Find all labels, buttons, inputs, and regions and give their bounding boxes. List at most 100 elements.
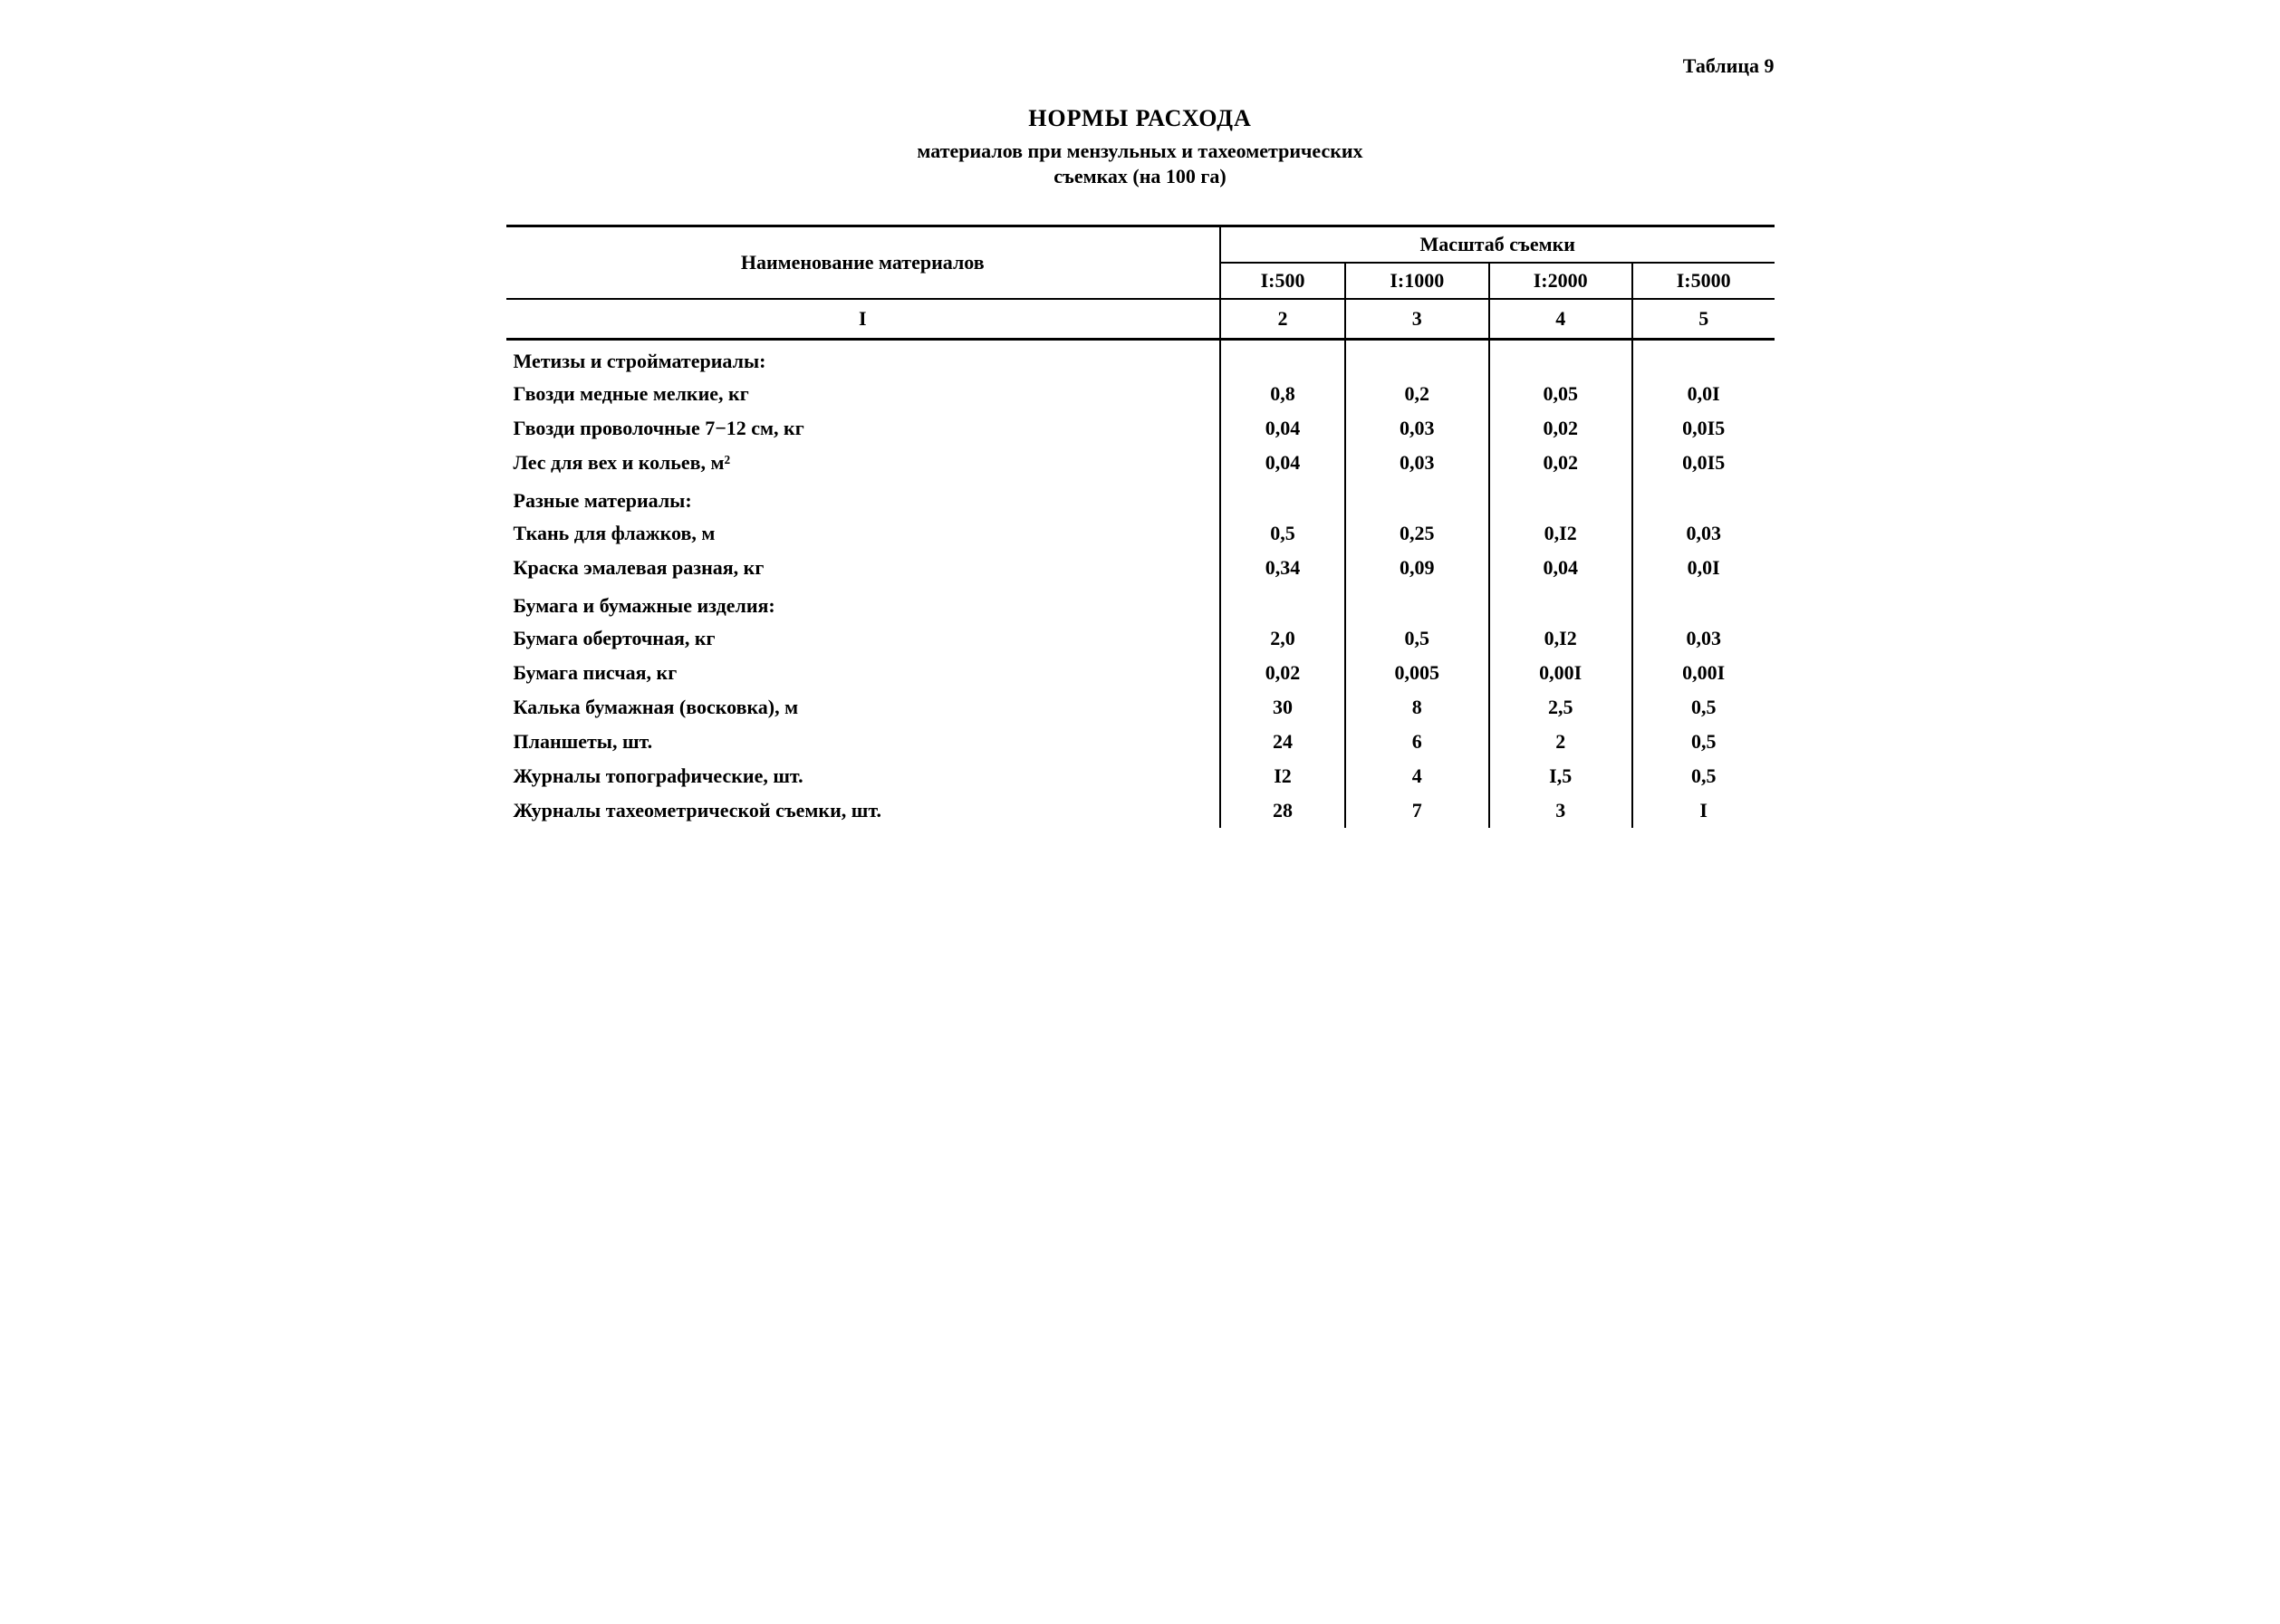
value-cell: 24 [1220, 725, 1345, 759]
header-scale-1: I:1000 [1345, 263, 1488, 299]
value-cell: 0,5 [1220, 516, 1345, 551]
value-cell: 0,0I5 [1632, 446, 1775, 480]
header-scale-group: Масштаб съемки [1220, 226, 1775, 264]
colnum-3: 4 [1489, 299, 1632, 340]
empty-cell [1220, 480, 1345, 516]
material-name: Бумага оберточная, кг [506, 621, 1220, 656]
value-cell: I2 [1220, 759, 1345, 793]
table-row: Калька бумажная (восковка), м3082,50,5 [506, 690, 1775, 725]
empty-cell [1489, 340, 1632, 378]
value-cell: I,5 [1489, 759, 1632, 793]
colnum-0: I [506, 299, 1220, 340]
value-cell: 0,0I [1632, 551, 1775, 585]
value-cell: 0,05 [1489, 377, 1632, 411]
colnum-2: 3 [1345, 299, 1488, 340]
value-cell: 0,02 [1220, 656, 1345, 690]
value-cell: 3 [1489, 793, 1632, 828]
value-cell: 0,5 [1345, 621, 1488, 656]
table-row: Гвозди проволочные 7−12 см, кг0,040,030,… [506, 411, 1775, 446]
value-cell: I [1632, 793, 1775, 828]
material-name: Гвозди медные мелкие, кг [506, 377, 1220, 411]
value-cell: 0,5 [1632, 690, 1775, 725]
table-body: I 2 3 4 5 Метизы и стройматериалы:Гвозди… [506, 299, 1775, 828]
material-name: Гвозди проволочные 7−12 см, кг [506, 411, 1220, 446]
value-cell: 0,00I [1632, 656, 1775, 690]
title-main: НОРМЫ РАСХОДА [506, 105, 1775, 132]
value-cell: 0,5 [1632, 759, 1775, 793]
table-row: Планшеты, шт.24620,5 [506, 725, 1775, 759]
value-cell: 2,0 [1220, 621, 1345, 656]
value-cell: 2 [1489, 725, 1632, 759]
colnum-4: 5 [1632, 299, 1775, 340]
material-name: Планшеты, шт. [506, 725, 1220, 759]
group-title: Метизы и стройматериалы: [506, 340, 1220, 378]
value-cell: 0,0I [1632, 377, 1775, 411]
value-cell: 0,03 [1632, 516, 1775, 551]
empty-cell [1220, 340, 1345, 378]
material-name: Лес для вех и кольев, м² [506, 446, 1220, 480]
table-row: Бумага оберточная, кг2,00,50,I20,03 [506, 621, 1775, 656]
empty-cell [1632, 340, 1775, 378]
material-name: Журналы тахеометрической съемки, шт. [506, 793, 1220, 828]
value-cell: 0,34 [1220, 551, 1345, 585]
material-name: Бумага писчая, кг [506, 656, 1220, 690]
value-cell: 7 [1345, 793, 1488, 828]
empty-cell [1345, 340, 1488, 378]
value-cell: 4 [1345, 759, 1488, 793]
empty-cell [1489, 480, 1632, 516]
value-cell: 0,03 [1345, 411, 1488, 446]
group-title: Разные материалы: [506, 480, 1220, 516]
value-cell: 28 [1220, 793, 1345, 828]
material-name: Калька бумажная (восковка), м [506, 690, 1220, 725]
table-row: Журналы топографические, шт.I24I,50,5 [506, 759, 1775, 793]
table-row: Лес для вех и кольев, м²0,040,030,020,0I… [506, 446, 1775, 480]
value-cell: 0,04 [1220, 446, 1345, 480]
value-cell: 6 [1345, 725, 1488, 759]
table-row: Краска эмалевая разная, кг0,340,090,040,… [506, 551, 1775, 585]
column-numbers-row: I 2 3 4 5 [506, 299, 1775, 340]
table-row: Ткань для флажков, м0,50,250,I20,03 [506, 516, 1775, 551]
header-name: Наименование материалов [506, 226, 1220, 300]
header-scale-3: I:5000 [1632, 263, 1775, 299]
value-cell: 0,0I5 [1632, 411, 1775, 446]
empty-cell [1632, 480, 1775, 516]
material-name: Краска эмалевая разная, кг [506, 551, 1220, 585]
value-cell: 0,25 [1345, 516, 1488, 551]
group-header-row: Метизы и стройматериалы: [506, 340, 1775, 378]
value-cell: 30 [1220, 690, 1345, 725]
value-cell: 0,00I [1489, 656, 1632, 690]
value-cell: 0,09 [1345, 551, 1488, 585]
empty-cell [1632, 585, 1775, 621]
empty-cell [1345, 480, 1488, 516]
group-title: Бумага и бумажные изделия: [506, 585, 1220, 621]
value-cell: 0,005 [1345, 656, 1488, 690]
value-cell: 0,04 [1220, 411, 1345, 446]
value-cell: 0,03 [1345, 446, 1488, 480]
value-cell: 2,5 [1489, 690, 1632, 725]
material-name: Ткань для флажков, м [506, 516, 1220, 551]
table-number-label: Таблица 9 [506, 54, 1775, 78]
empty-cell [1345, 585, 1488, 621]
value-cell: 0,03 [1632, 621, 1775, 656]
materials-table: Наименование материалов Масштаб съемки I… [506, 225, 1775, 828]
value-cell: 0,I2 [1489, 621, 1632, 656]
table-header: Наименование материалов Масштаб съемки I… [506, 226, 1775, 300]
table-row: Журналы тахеометрической съемки, шт.2873… [506, 793, 1775, 828]
empty-cell [1220, 585, 1345, 621]
title-sub-line2: съемках (на 100 га) [506, 165, 1775, 188]
value-cell: 8 [1345, 690, 1488, 725]
document-page: Таблица 9 НОРМЫ РАСХОДА материалов при м… [506, 54, 1775, 828]
header-scale-0: I:500 [1220, 263, 1345, 299]
value-cell: 0,I2 [1489, 516, 1632, 551]
group-header-row: Бумага и бумажные изделия: [506, 585, 1775, 621]
colnum-1: 2 [1220, 299, 1345, 340]
value-cell: 0,02 [1489, 411, 1632, 446]
table-row: Гвозди медные мелкие, кг0,80,20,050,0I [506, 377, 1775, 411]
value-cell: 0,8 [1220, 377, 1345, 411]
value-cell: 0,2 [1345, 377, 1488, 411]
title-sub-line1: материалов при мензульных и тахеометриче… [506, 139, 1775, 163]
value-cell: 0,04 [1489, 551, 1632, 585]
value-cell: 0,5 [1632, 725, 1775, 759]
table-row: Бумага писчая, кг0,020,0050,00I0,00I [506, 656, 1775, 690]
value-cell: 0,02 [1489, 446, 1632, 480]
